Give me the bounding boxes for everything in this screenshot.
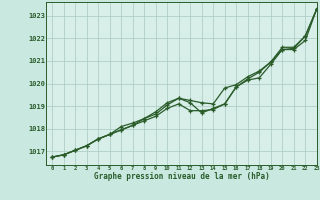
X-axis label: Graphe pression niveau de la mer (hPa): Graphe pression niveau de la mer (hPa): [94, 172, 269, 181]
